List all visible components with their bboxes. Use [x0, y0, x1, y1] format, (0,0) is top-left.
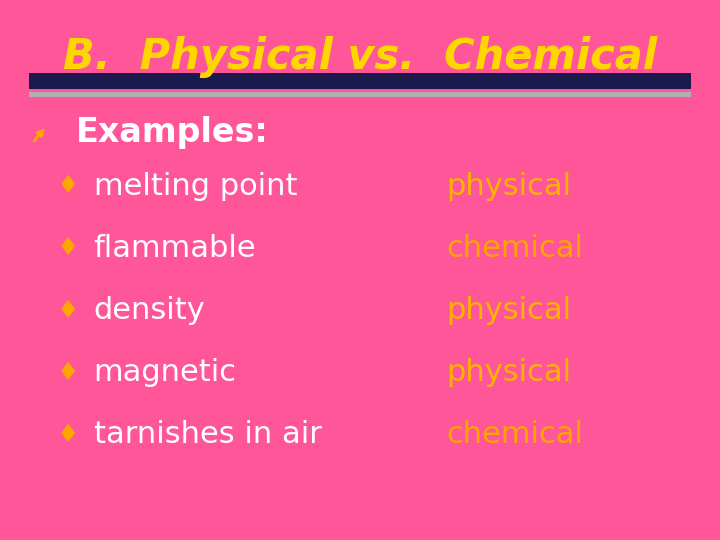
- Text: ♦: ♦: [57, 299, 80, 322]
- Text: ♦: ♦: [57, 423, 80, 447]
- FancyBboxPatch shape: [29, 92, 691, 97]
- Text: magnetic: magnetic: [94, 358, 237, 387]
- Text: chemical: chemical: [446, 420, 583, 449]
- Text: physical: physical: [446, 172, 572, 201]
- Text: chemical: chemical: [446, 234, 583, 263]
- Text: tarnishes in air: tarnishes in air: [94, 420, 321, 449]
- Text: melting point: melting point: [94, 172, 297, 201]
- FancyBboxPatch shape: [29, 73, 691, 89]
- Text: flammable: flammable: [94, 234, 256, 263]
- Text: ♦: ♦: [57, 361, 80, 384]
- Text: physical: physical: [446, 358, 572, 387]
- Text: physical: physical: [446, 296, 572, 325]
- Text: B.  Physical vs.  Chemical: B. Physical vs. Chemical: [63, 36, 657, 78]
- Text: ♦: ♦: [57, 237, 80, 260]
- Text: Examples:: Examples:: [76, 116, 269, 149]
- Text: ♦: ♦: [57, 174, 80, 198]
- Text: density: density: [94, 296, 205, 325]
